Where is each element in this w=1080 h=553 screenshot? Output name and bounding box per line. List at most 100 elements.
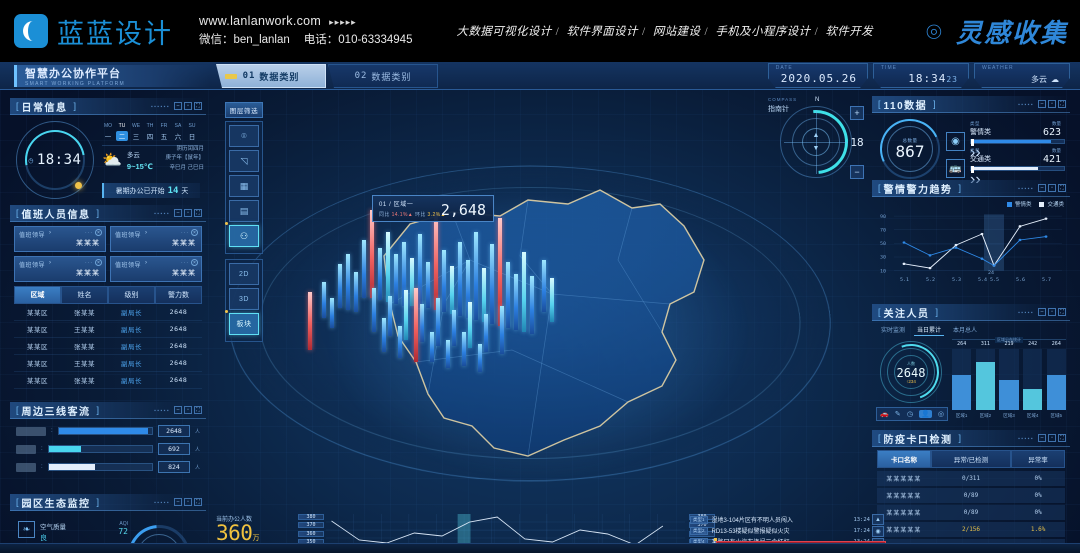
scroll-thumb-icon[interactable]: ◉: [872, 526, 884, 537]
list-item[interactable]: 类型1 湿地3-104片区有不明人员闯入 13:24: [690, 514, 870, 525]
map-area[interactable]: 01 / 区域一 同比 14.1%▲ 环比 3.2%▲ 2,648 图层筛选 ⌾…: [206, 92, 860, 512]
tab-data-category-2[interactable]: 02 数据类别: [328, 64, 438, 88]
trend-chart-svg: 90 70 50 30 10 5.1 5.2 5.3 5.4 5.5 5.6 5.7: [880, 214, 1062, 283]
duty-col-force[interactable]: 警力数: [155, 286, 202, 304]
watch-bar-col[interactable]: 219 区域3: [999, 341, 1019, 418]
map-tooltip-delta1-label: 同比: [379, 212, 390, 218]
duty-card[interactable]: 值班领导 › ··· × 某某某: [110, 256, 202, 282]
tab-data-category-1[interactable]: 01 数据类别: [216, 64, 326, 88]
minimize-icon[interactable]: –: [1038, 100, 1046, 108]
duty-col-name[interactable]: 姓名: [61, 286, 108, 304]
table-row[interactable]: 某某某某某 0/89 0%: [877, 505, 1065, 520]
scroll-up-icon[interactable]: ▲: [872, 514, 884, 525]
compass-down-arrow-icon[interactable]: ▼: [812, 145, 820, 152]
compass-up-arrow-icon[interactable]: ▲: [812, 132, 820, 139]
people-icon[interactable]: ⚇: [225, 222, 259, 247]
table-row[interactable]: 某某区 张某某 副局长 2648: [14, 304, 202, 321]
watch-tab-today[interactable]: 当日累计: [914, 324, 945, 336]
table-row[interactable]: 某某某某某 0/89 0%: [877, 488, 1065, 503]
expand-icon[interactable]: ⛶: [1058, 434, 1066, 442]
close-icon[interactable]: ×: [95, 259, 102, 266]
table-row[interactable]: 某某某某某 0/311 0%: [877, 471, 1065, 486]
gate-col-rate[interactable]: 异常率: [1011, 450, 1065, 468]
close-icon[interactable]: ×: [95, 229, 102, 236]
map-tooltip-delta2: 3.2%▲: [427, 212, 446, 218]
weekday-fr[interactable]: FR 五: [160, 123, 168, 141]
duty-card[interactable]: 值班领导 › ··· × 某某某: [14, 256, 106, 282]
weekday-tu[interactable]: TU 二: [116, 123, 128, 141]
weekday-mo[interactable]: MO 一: [103, 123, 113, 141]
table-row[interactable]: 某某某某某 2/156 1.6%: [877, 522, 1065, 537]
location-icon[interactable]: ⌾: [229, 125, 259, 147]
duty-card[interactable]: 值班领导 › ··· × 某某某: [14, 226, 106, 252]
flow-bar-row: : 692 人: [16, 443, 200, 455]
weekday-sa[interactable]: SA 六: [174, 123, 182, 141]
weekday-we[interactable]: WE 三: [131, 123, 141, 141]
minimize-icon[interactable]: –: [1038, 184, 1046, 192]
minimize-icon[interactable]: –: [1038, 434, 1046, 442]
restore-icon[interactable]: ▫: [184, 406, 192, 414]
compass-dial[interactable]: ▲ ▼: [770, 96, 862, 188]
expand-icon[interactable]: ⛶: [1058, 184, 1066, 192]
watch-tab-month[interactable]: 本月总人: [953, 328, 978, 334]
car-icon[interactable]: 🚗: [880, 411, 889, 418]
table-row[interactable]: 某某区 张某某 副局长 2648: [14, 372, 202, 389]
expand-icon[interactable]: ⛶: [194, 406, 202, 414]
view-3d-button[interactable]: 3D: [229, 288, 259, 310]
weekday-th[interactable]: TH 四: [146, 123, 154, 141]
table-row[interactable]: 某某区 王某某 副局长 2648: [14, 355, 202, 372]
time-meter-seconds: 23: [946, 75, 958, 84]
expand-icon[interactable]: ⛶: [1058, 100, 1066, 108]
website-url[interactable]: www.lanlanwork.com: [199, 14, 322, 29]
shield-icon[interactable]: ◎: [937, 411, 944, 418]
zoom-in-button[interactable]: +: [850, 106, 864, 120]
restore-icon[interactable]: ▫: [1048, 308, 1056, 316]
restore-icon[interactable]: ▫: [184, 102, 192, 110]
duty-card-role: 值班领导: [115, 263, 142, 269]
duty-col-area[interactable]: 区域: [14, 286, 61, 304]
close-icon[interactable]: ×: [191, 229, 198, 236]
duty-col-level[interactable]: 级别: [108, 286, 155, 304]
watch-bar-chart[interactable]: 区域分布统计 264 区域1 311 区域2 219 区域3 242 区域4 264 区域…: [952, 337, 1066, 420]
expand-icon[interactable]: ⛶: [194, 498, 202, 506]
grid-icon[interactable]: ▤: [229, 200, 259, 222]
minimize-icon[interactable]: –: [174, 209, 182, 217]
watch-bar-col[interactable]: 264 区域5: [1046, 341, 1066, 418]
building-icon[interactable]: ▦: [229, 175, 259, 197]
person-icon[interactable]: 👤: [919, 410, 932, 418]
weekday-su[interactable]: SU 日: [188, 123, 196, 141]
watch-bar-col[interactable]: 242 区域4: [1022, 341, 1043, 418]
minimize-icon[interactable]: –: [174, 102, 182, 110]
pen-icon[interactable]: ✎: [894, 411, 901, 418]
expand-icon[interactable]: ⛶: [1058, 308, 1066, 316]
minimize-icon[interactable]: –: [174, 406, 182, 414]
view-2d-button[interactable]: 2D: [229, 263, 259, 285]
expand-icon[interactable]: ⛶: [194, 209, 202, 217]
restore-icon[interactable]: ▫: [1048, 184, 1056, 192]
expand-icon[interactable]: ⛶: [194, 102, 202, 110]
clock-icon[interactable]: ◷: [906, 411, 913, 418]
trend-chart[interactable]: 90 70 50 30 10 5.1 5.2 5.3 5.4 5.5 5.6 5.7: [878, 211, 1064, 286]
gate-col-ratio[interactable]: 异常/已检测: [931, 450, 1011, 468]
restore-icon[interactable]: ▫: [1048, 100, 1056, 108]
restore-icon[interactable]: ▫: [184, 498, 192, 506]
duty-card-dots-icon: ···: [181, 260, 189, 266]
restore-icon[interactable]: ▫: [184, 209, 192, 217]
list-item[interactable]: 类型2 RD13-53楼疑似警报疑似火灾 17:24: [690, 525, 870, 536]
inspiration-icon: ⌾: [926, 16, 942, 47]
watch-bar-col[interactable]: 311 区域2: [975, 341, 996, 418]
signal-icon[interactable]: ◹: [229, 150, 259, 172]
restore-icon[interactable]: ▫: [1048, 434, 1056, 442]
watch-tab-realtime[interactable]: 实时监测: [881, 328, 906, 334]
watch-bar-col[interactable]: 264 区域1: [952, 341, 972, 418]
gate-col-name[interactable]: 卡口名称: [877, 450, 931, 468]
duty-card[interactable]: 值班领导 › ··· × 某某某: [110, 226, 202, 252]
table-row[interactable]: 某某区 张某某 副局长 2648: [14, 338, 202, 355]
bracket-left-icon: [: [16, 497, 19, 507]
zoom-out-button[interactable]: −: [850, 165, 864, 179]
view-block-button[interactable]: 板块: [225, 310, 259, 335]
close-icon[interactable]: ×: [191, 259, 198, 266]
minimize-icon[interactable]: –: [174, 498, 182, 506]
minimize-icon[interactable]: –: [1038, 308, 1046, 316]
table-row[interactable]: 某某区 王某某 副局长 2648: [14, 321, 202, 338]
